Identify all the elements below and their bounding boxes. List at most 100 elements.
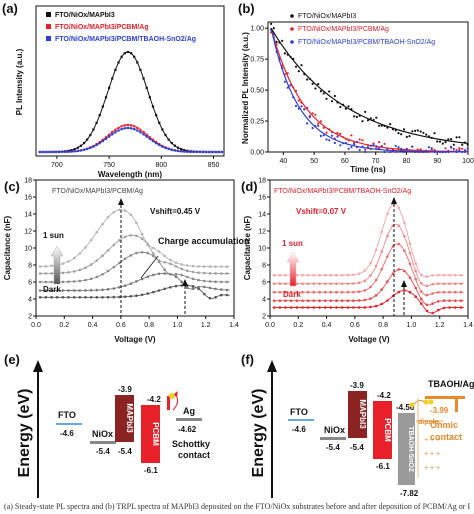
cv-point-4 [89, 238, 93, 242]
cv-point-0 [95, 296, 99, 299]
cv-point-2 [50, 280, 53, 284]
cv-ytick-label: 10 [24, 246, 32, 253]
panel-a-point-2 [214, 150, 217, 154]
cv-xtick-label: 1.0 [407, 322, 417, 329]
cv-point-0 [112, 295, 116, 299]
panel-a-point-0 [164, 133, 167, 137]
cv-point-0 [163, 287, 166, 291]
cv-point-2 [163, 268, 166, 272]
cv-point-2 [369, 285, 372, 289]
cv-point-3 [431, 283, 434, 286]
cv-point-0 [152, 290, 155, 294]
cv-point-3 [67, 271, 70, 274]
panel-b-point-0 [411, 130, 414, 133]
panel-b-ticks: 40 50 60 70 80 90 100 0.00 0.25 0.50 0.75 1.00 [250, 26, 474, 165]
panel-b-point-0 [447, 138, 450, 141]
panel-b-fit-2 [270, 28, 468, 153]
cv-curve-0 [272, 290, 464, 314]
panel-a-point-2 [92, 145, 95, 148]
f-nio-label: NiOx [324, 425, 345, 435]
panel-a-point-2 [70, 150, 73, 153]
e-pcbm-block [141, 405, 160, 463]
cv-point-3 [408, 251, 412, 255]
panel-b-ylabel: Normalized PL Intensity (a.u.) [241, 32, 250, 144]
panel-a-point-0 [158, 121, 161, 124]
cv-point-1 [191, 287, 195, 291]
panel-a-point-0 [92, 128, 95, 131]
cv-point-2 [123, 257, 127, 261]
panel-b-point-0 [353, 115, 356, 118]
cv-point-2 [397, 242, 401, 246]
cv-point-1 [374, 294, 378, 297]
cv-point-2 [140, 251, 144, 254]
f-tbaoh-value: -3.99 [430, 406, 449, 415]
panel-b-point-2 [364, 150, 367, 154]
panel-d-arrow-up [391, 197, 397, 204]
panel-c-note: Charge accumulation [158, 236, 250, 246]
panel-a-x-ticks: 700 750 800 850 [51, 156, 219, 169]
cv-point-3 [397, 224, 401, 227]
cv-point-0 [284, 306, 287, 309]
cv-point-1 [118, 286, 121, 289]
panel-b-point-0 [441, 142, 444, 145]
panel-a-point-2 [164, 146, 167, 150]
cv-point-0 [357, 306, 361, 309]
panel-a-label: (a) [2, 1, 18, 16]
panel-a-xtick-label: 700 [51, 162, 63, 169]
panel-b-point-2 [397, 146, 400, 149]
panel-a-point-1 [117, 126, 120, 129]
cv-point-4 [357, 272, 361, 276]
cv-point-4 [340, 273, 344, 277]
cv-point-3 [135, 234, 138, 238]
cv-point-0 [55, 296, 59, 299]
cv-ytick-label: 18 [24, 178, 32, 185]
figure-caption: (a) Steady-state PL spectra and (b) TRPL… [4, 502, 470, 511]
panel-a-point-2 [192, 150, 195, 153]
panel-d-dark: Dark [283, 290, 301, 299]
cv-point-0 [38, 296, 42, 299]
panel-b-point-0 [317, 83, 320, 86]
cv-point-1 [278, 299, 282, 303]
cv-point-4 [129, 213, 133, 217]
panel-b-point-0 [433, 132, 436, 135]
cv-point-3 [357, 281, 361, 285]
cv-point-1 [352, 299, 355, 303]
f-contact-line1: Ohmic [430, 420, 458, 430]
panel-b-legend: FTO/NiOx/MAPbI3 FTO/NiOx/MAPbI3/PCBM/Ag … [290, 13, 435, 46]
panel-b-point-2 [372, 143, 375, 147]
panel-a-point-0 [101, 105, 104, 108]
cv-point-0 [374, 304, 378, 308]
cv-point-4 [174, 261, 178, 264]
panel-b-point-1 [358, 138, 361, 141]
cv-point-3 [369, 274, 372, 277]
panel-b-point-2 [325, 138, 328, 141]
cv-point-2 [67, 280, 70, 284]
cv-point-0 [414, 295, 418, 299]
panel-a-point-0 [95, 121, 98, 124]
panel-b-point-0 [355, 115, 358, 118]
panel-c-ylabel: Capacitance (nF) [3, 215, 12, 280]
cv-point-2 [437, 291, 440, 294]
cv-point-4 [408, 242, 412, 245]
cv-point-1 [448, 299, 451, 303]
e-nio-level [90, 441, 116, 444]
cv-point-2 [346, 290, 350, 294]
cv-point-1 [431, 302, 434, 305]
cv-point-1 [306, 299, 310, 303]
panel-b-point-0 [397, 132, 400, 135]
panel-a-point-2 [57, 150, 61, 154]
cv-point-4 [191, 264, 195, 268]
panel-a-point-0 [98, 114, 101, 117]
panel-f-energy-label: Energy (eV) [250, 389, 267, 478]
panel-b-point-2 [289, 84, 292, 87]
panel-a-point-2 [151, 139, 155, 143]
panel-c-dark: Dark [43, 285, 61, 294]
cv-ytick-label: 16 [24, 195, 32, 202]
panel-b-point-2 [308, 116, 311, 119]
cv-point-4 [369, 261, 372, 265]
cv-point-3 [106, 249, 110, 252]
panel-b-point-0 [306, 78, 309, 81]
cv-point-1 [72, 289, 76, 292]
panel-b-point-2 [286, 86, 289, 89]
e-fto-label: FTO [58, 410, 76, 420]
